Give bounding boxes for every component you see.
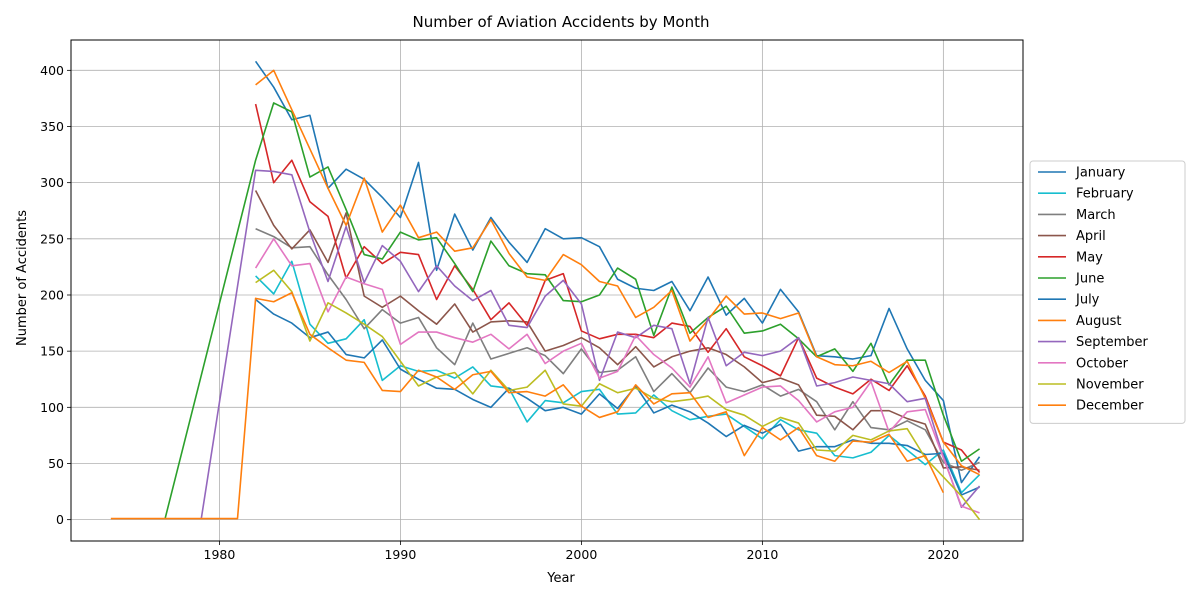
- x-tick-label: 1980: [204, 547, 236, 562]
- series-line-january: [254, 60, 981, 484]
- legend-entry: September: [1076, 335, 1149, 350]
- y-tick-label: 300: [40, 175, 64, 190]
- series-line-february: [255, 260, 981, 494]
- legend-entry: January: [1075, 166, 1126, 181]
- legend-entry: March: [1076, 208, 1116, 223]
- legend-entry: July: [1075, 293, 1100, 308]
- series-line-december: [110, 291, 945, 520]
- legend-entry: April: [1076, 229, 1106, 244]
- y-tick-label: 200: [40, 287, 64, 302]
- x-tick-label: 2010: [746, 547, 778, 562]
- legend: January February March April May June July Augu…: [1029, 160, 1186, 424]
- y-tick-label: 400: [40, 63, 64, 78]
- legend-entry: June: [1075, 272, 1104, 287]
- series-line-april: [254, 190, 980, 472]
- chart-title: Number of Aviation Accidents by Month: [413, 13, 710, 31]
- series-line-march: [255, 227, 980, 472]
- x-tick-label: 2000: [565, 547, 597, 562]
- legend-frame: [1029, 160, 1186, 424]
- grid: [71, 40, 1023, 541]
- series-line-september: [200, 169, 981, 519]
- y-tick-label: 100: [40, 400, 64, 415]
- axis-ticks: 1980 1990 2000 2010 2020 0 50 100 150 200 250 300 35…: [40, 63, 959, 562]
- y-tick-label: 150: [40, 344, 64, 359]
- series-line-august: [255, 69, 980, 476]
- legend-entry: August: [1076, 314, 1122, 329]
- x-tick-label: 2020: [927, 547, 959, 562]
- y-axis-label: Number of Accidents: [15, 210, 30, 346]
- y-tick-label: 0: [56, 512, 64, 527]
- series-line-june: [164, 102, 981, 519]
- y-tick-label: 350: [40, 119, 64, 134]
- plot-series: [110, 60, 981, 521]
- x-tick-label: 1990: [384, 547, 416, 562]
- legend-entry: October: [1076, 356, 1129, 371]
- y-tick-label: 250: [40, 231, 64, 246]
- series-line-november: [255, 269, 981, 521]
- plot-frame: [70, 39, 1024, 542]
- y-tick-label: 50: [48, 456, 64, 471]
- legend-entry: November: [1076, 378, 1144, 393]
- series-line-may: [254, 103, 981, 473]
- series-line-october: [254, 238, 980, 514]
- legend-entry: December: [1076, 399, 1144, 414]
- legend-entry: February: [1076, 187, 1134, 202]
- x-axis-label: Year: [546, 571, 575, 586]
- legend-entry: May: [1076, 250, 1103, 265]
